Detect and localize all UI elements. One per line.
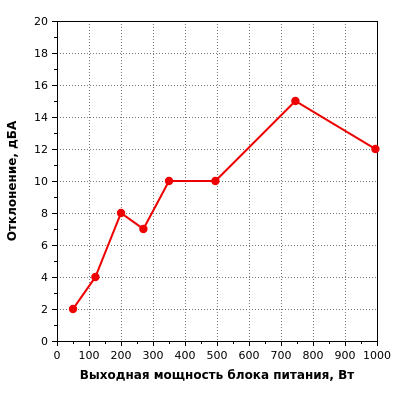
x-tick-label: 700 [271,349,292,362]
y-tick-label: 2 [41,303,48,316]
x-tick-label: 500 [207,349,228,362]
y-tick-label: 18 [34,47,48,60]
x-tick-label: 800 [303,349,324,362]
y-tick-label: 12 [34,143,48,156]
x-tick-label: 200 [111,349,132,362]
data-point [211,176,220,186]
x-tick-label: 1000 [363,349,391,362]
x-tick-label: 300 [143,349,164,362]
x-tick-label: 100 [79,349,100,362]
x-tick-label: 400 [175,349,196,362]
tick-labels: 0 100 200 300 400 500 600 700 800 900 1000 0 2 4 6 8 10 1… [34,15,391,362]
y-tick-label: 10 [34,175,48,188]
data-point [291,96,300,106]
series [68,96,380,314]
data-point [371,144,380,154]
x-tick-label: 900 [335,349,356,362]
y-axis-title: Отклонение, дБА [5,120,19,241]
data-point [164,176,174,186]
x-tick-label: 0 [54,349,61,362]
y-tick-label: 8 [41,207,48,220]
y-tick-label: 20 [34,15,48,28]
data-point [116,208,126,218]
y-tick-label: 14 [34,111,48,124]
series-line [72,100,376,310]
x-axis-title: Выходная мощность блока питания, Вт [80,368,355,382]
data-point [91,272,100,282]
tick-marks [52,21,378,346]
y-tick-label: 0 [41,335,48,348]
data-point [139,224,148,234]
x-tick-label: 600 [239,349,260,362]
data-point [68,304,78,314]
y-tick-label: 16 [34,79,48,92]
y-tick-label: 4 [41,271,48,284]
y-tick-label: 6 [41,239,48,252]
